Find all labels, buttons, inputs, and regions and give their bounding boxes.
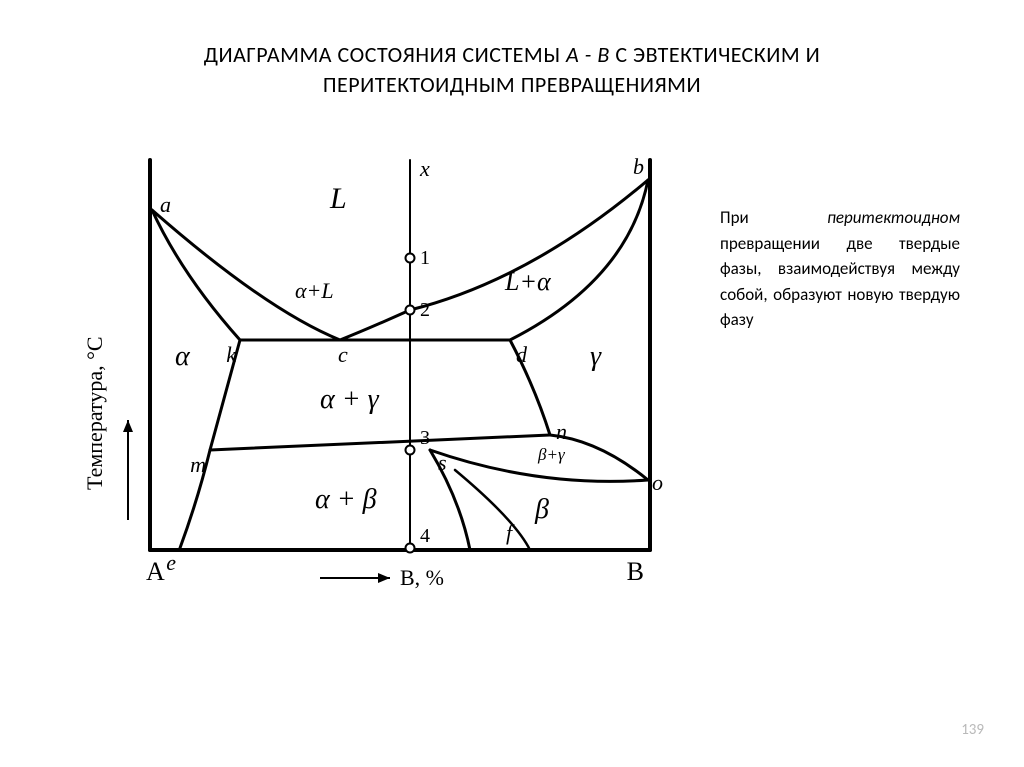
phase-diagram-svg: a b k c d m s n o f e x 1 2 3 4 Lα+L L+α α γ α + γ α + β β+γ β Т… <box>70 150 690 610</box>
svg-text:α + γ: α + γ <box>320 384 380 415</box>
svg-text:b: b <box>633 154 644 179</box>
svg-text:s: s <box>438 450 447 475</box>
svg-text:B, %: B, % <box>400 565 444 590</box>
svg-text:d: d <box>516 342 528 367</box>
svg-text:Температура, °С: Температура, °С <box>82 336 107 490</box>
phase-diagram: a b k c d m s n o f e x 1 2 3 4 Lα+L L+α α γ α + γ α + β β+γ β Т… <box>70 150 690 610</box>
title-system: А - В <box>566 41 610 68</box>
svg-text:o: o <box>652 470 663 495</box>
caption-pre: При <box>720 207 827 228</box>
svg-text:A: A <box>146 557 165 586</box>
svg-text:x: x <box>419 156 430 181</box>
side-caption: При перитектоидном превращении две тверд… <box>720 205 960 333</box>
svg-text:c: c <box>338 342 348 367</box>
svg-text:2: 2 <box>420 299 430 321</box>
svg-text:e: e <box>166 550 176 575</box>
content-area: a b k c d m s n o f e x 1 2 3 4 Lα+L L+α α γ α + γ α + β β+γ β Т… <box>0 150 1024 710</box>
svg-text:B: B <box>627 557 644 586</box>
svg-text:m: m <box>190 452 206 477</box>
svg-text:1: 1 <box>420 247 430 269</box>
svg-text:n: n <box>556 419 567 444</box>
svg-text:L: L <box>329 182 347 215</box>
slide-title: ДИАГРАММА СОСТОЯНИЯ СИСТЕМЫ А - В С ЭВТЕ… <box>0 0 1024 99</box>
title-line2: ПЕРИТЕКТОИДНЫМ ПРЕВРАЩЕНИЯМИ <box>323 71 701 98</box>
title-part2: С ЭВТЕКТИЧЕСКИМ И <box>610 41 820 68</box>
page-number: 139 <box>961 721 984 739</box>
svg-text:f: f <box>506 520 515 545</box>
svg-text:β: β <box>534 494 549 525</box>
svg-text:α + β: α + β <box>315 484 377 515</box>
svg-text:α+L: α+L <box>295 278 334 303</box>
svg-text:k: k <box>226 342 237 367</box>
svg-text:β+γ: β+γ <box>537 445 566 464</box>
caption-em: перитектоидном <box>827 207 960 228</box>
svg-text:4: 4 <box>420 525 430 547</box>
svg-text:L+α: L+α <box>504 267 552 296</box>
svg-text:α: α <box>175 341 191 372</box>
svg-text:a: a <box>160 192 171 217</box>
svg-text:3: 3 <box>420 427 430 449</box>
svg-text:γ: γ <box>590 341 602 372</box>
title-part1: ДИАГРАММА СОСТОЯНИЯ СИСТЕМЫ <box>204 41 566 68</box>
caption-rest: превращении две твердые фазы, взаимодейс… <box>720 233 960 331</box>
slide: ДИАГРАММА СОСТОЯНИЯ СИСТЕМЫ А - В С ЭВТЕ… <box>0 0 1024 767</box>
